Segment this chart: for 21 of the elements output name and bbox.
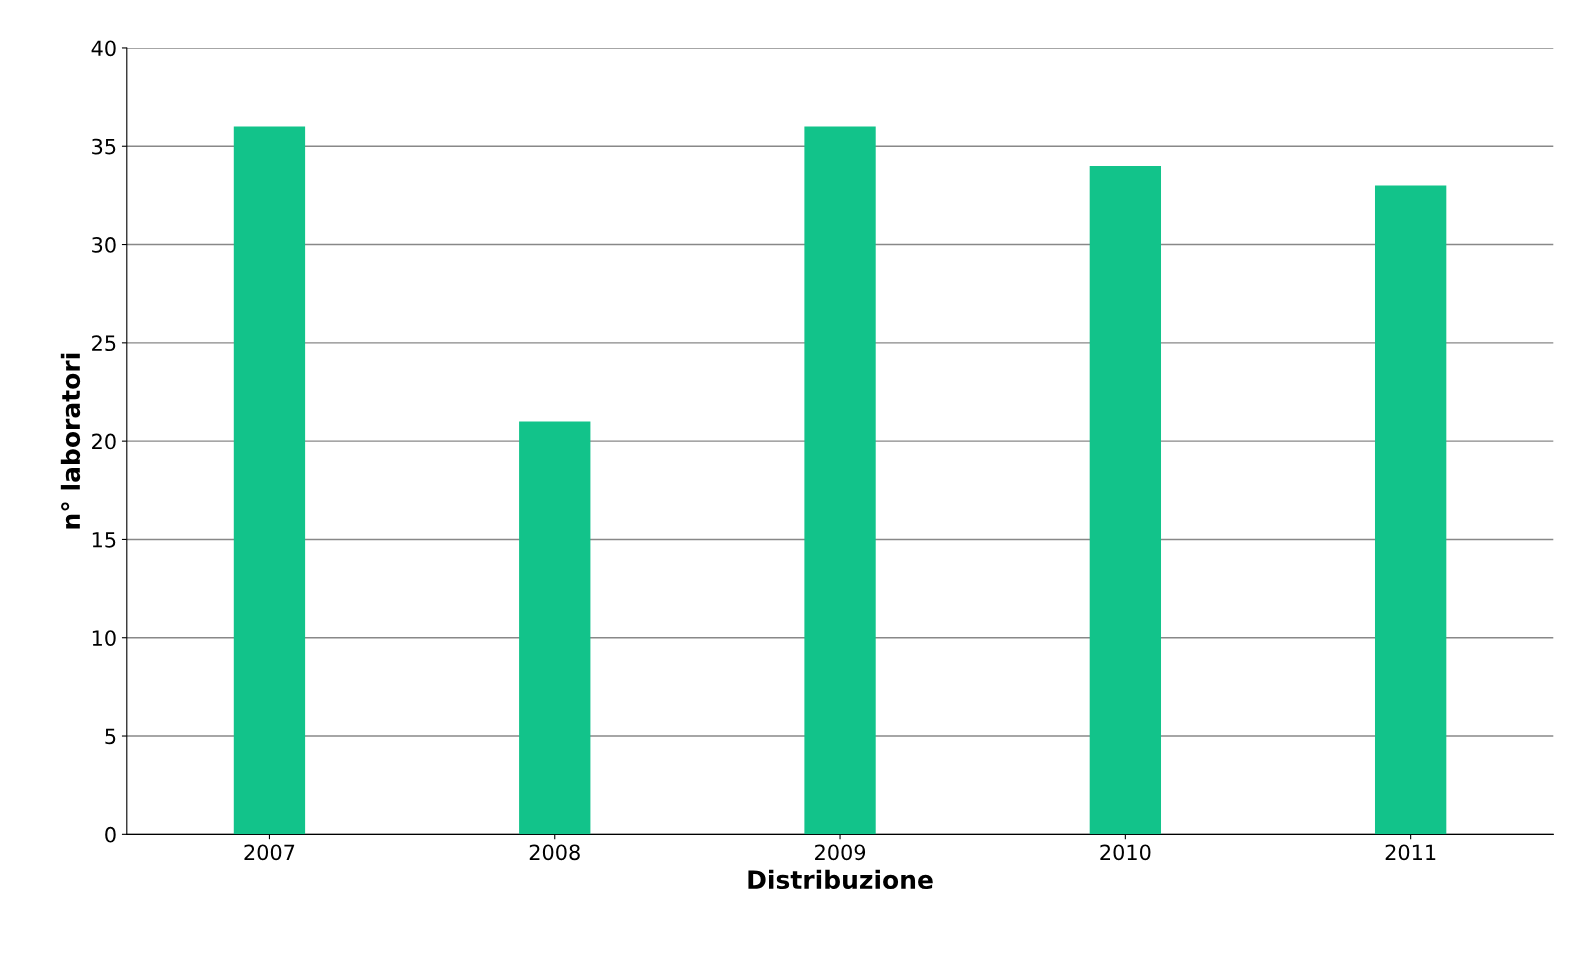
y-axis-title: n° laboratori — [60, 353, 81, 529]
x-tick-label: 2011 — [1385, 844, 1436, 861]
bar — [1374, 185, 1447, 835]
y-tick-label: 10 — [92, 630, 116, 646]
y-tick-label: 0 — [105, 826, 116, 843]
x-tick-label: 2007 — [244, 844, 295, 861]
y-tick-label: 15 — [92, 532, 116, 548]
y-tick-label: 40 — [91, 40, 116, 57]
x-axis-title: Distribuzione — [748, 869, 933, 890]
x-tick-label: 2008 — [529, 844, 580, 861]
y-tick-label: 20 — [92, 433, 116, 450]
bar — [519, 421, 591, 835]
y-tick-label: 35 — [92, 138, 116, 155]
bar — [1089, 165, 1162, 835]
y-tick-label: 5 — [105, 728, 116, 745]
bar — [804, 126, 876, 835]
bar — [233, 126, 306, 835]
y-tick-label: 30 — [92, 237, 116, 253]
x-tick-label: 2009 — [815, 844, 866, 861]
y-tick-label: 25 — [92, 335, 116, 352]
x-tick-label: 2010 — [1100, 844, 1151, 861]
